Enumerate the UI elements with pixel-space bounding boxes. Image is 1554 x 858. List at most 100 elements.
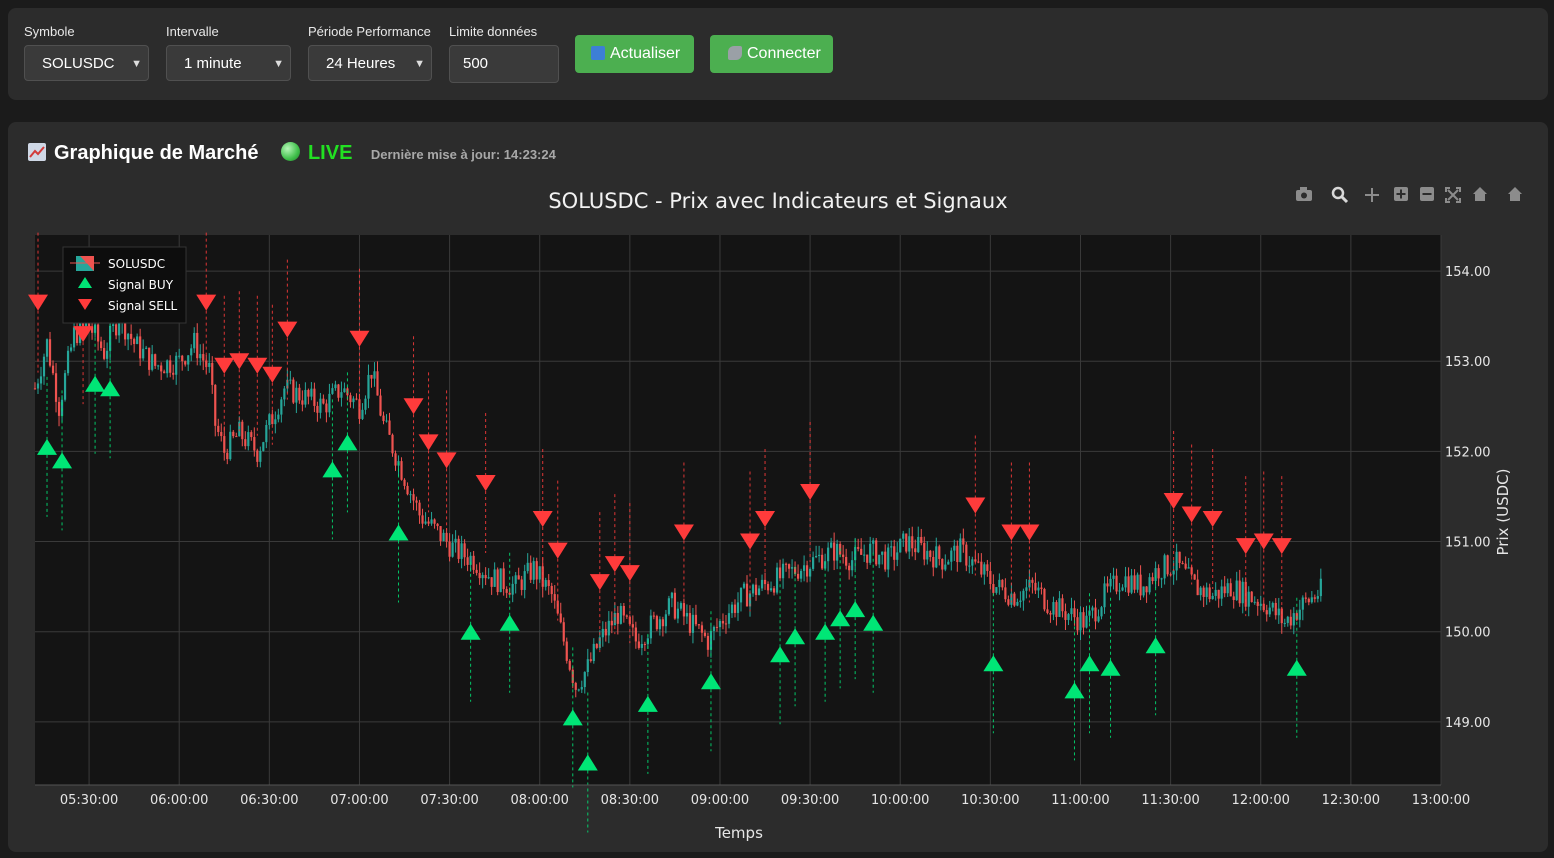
candle-body — [190, 348, 193, 356]
sell-signal-marker — [247, 357, 268, 374]
x-tick-label: 13:00:00 — [1412, 793, 1470, 808]
candle-body — [1007, 599, 1010, 605]
candle-body — [226, 452, 229, 460]
candle-body — [229, 431, 232, 460]
legend[interactable]: SOLUSDC Signal BUY Signal SELL — [62, 246, 187, 324]
candle-body — [421, 515, 424, 524]
candle-body — [866, 554, 869, 563]
y-tick-label: 154.00 — [1445, 265, 1491, 280]
zoom-in-icon[interactable] — [1394, 187, 1408, 201]
candle-body — [679, 603, 683, 609]
candle-body — [1304, 597, 1307, 599]
period-select[interactable]: 24 Heures ▼ — [308, 45, 432, 81]
candle-body — [812, 557, 815, 569]
sell-signal-marker — [28, 294, 49, 311]
symbol-select[interactable]: SOLUSDC ▼ — [24, 45, 149, 81]
sell-signal-marker — [1019, 524, 1040, 541]
home-icon[interactable] — [1508, 187, 1522, 201]
candle-body — [499, 568, 502, 593]
candle-body — [598, 637, 601, 648]
interval-select[interactable]: 1 minute ▼ — [166, 45, 291, 81]
candle-body — [99, 341, 103, 349]
chart-panel: Graphique de Marché LIVE Dernière mise à… — [8, 122, 1548, 852]
legend-item-buy[interactable]: Signal BUY — [108, 278, 174, 292]
candle-body — [439, 526, 442, 542]
limit-label: Limite données — [449, 24, 538, 39]
zoom-out-icon[interactable] — [1420, 187, 1434, 201]
candle-body — [295, 387, 298, 403]
candle-body — [307, 389, 310, 397]
reset-axes-icon[interactable] — [1473, 187, 1487, 201]
candle-body — [1004, 587, 1007, 600]
candle-body — [917, 536, 920, 553]
candle-body — [72, 327, 76, 348]
limit-input[interactable]: 500 — [449, 45, 559, 83]
candle-body — [827, 547, 830, 562]
candle-body — [337, 384, 340, 398]
candle-body — [199, 354, 202, 359]
candle-body — [1151, 577, 1154, 582]
chevron-down-icon: ▼ — [414, 58, 425, 70]
candle-body — [1241, 581, 1244, 604]
candle-body — [454, 538, 457, 543]
candle-body — [433, 519, 436, 524]
candle-body — [1079, 612, 1082, 631]
candle-body — [217, 425, 220, 432]
candle-body — [178, 355, 181, 357]
candle-body — [157, 365, 160, 367]
candle-body — [1127, 576, 1130, 593]
candle-body — [490, 577, 493, 587]
candle-body — [772, 588, 776, 593]
candle-body — [415, 500, 418, 503]
candle-body — [1298, 609, 1301, 620]
plot-area[interactable] — [35, 235, 1441, 785]
candle-body — [370, 374, 373, 379]
legend-item-price[interactable]: SOLUSDC — [108, 257, 165, 271]
buy-signal-marker — [983, 655, 1004, 672]
candle-body — [1064, 611, 1067, 620]
candle-body — [1172, 570, 1175, 575]
connect-button[interactable]: Connecter — [710, 35, 833, 73]
candle-body — [343, 388, 346, 393]
candle-body — [325, 403, 328, 413]
buy-signal-marker — [577, 754, 598, 771]
sell-signal-marker — [196, 294, 217, 311]
candle-body — [1211, 595, 1214, 600]
pan-icon[interactable] — [1365, 188, 1379, 202]
candle-body — [956, 545, 959, 563]
candle-body — [145, 347, 148, 349]
candle-body — [448, 541, 451, 557]
candle-body — [1226, 583, 1229, 594]
live-indicator-icon — [280, 142, 300, 161]
candle-body — [1268, 607, 1271, 615]
sell-signal-marker — [589, 574, 610, 591]
sell-signal-marker — [673, 524, 694, 541]
legend-item-sell[interactable]: Signal SELL — [108, 299, 178, 313]
candle-body — [496, 569, 499, 593]
camera-icon[interactable] — [1296, 187, 1312, 201]
candle-body — [1292, 613, 1295, 626]
candle-body — [775, 567, 779, 593]
candle-body — [739, 587, 743, 603]
candle-body — [565, 641, 568, 661]
connect-label: Connecter — [747, 45, 821, 62]
candle-body — [520, 579, 523, 590]
x-tick-label: 05:30:00 — [60, 793, 118, 808]
candle-body — [1049, 612, 1052, 615]
candle-body — [706, 635, 710, 650]
candle-body — [962, 538, 965, 545]
candle-body — [418, 502, 421, 516]
candle-body — [685, 613, 689, 617]
y-tick-label: 153.00 — [1445, 355, 1491, 370]
refresh-button[interactable]: Actualiser — [575, 35, 694, 73]
zoom-icon[interactable] — [1331, 186, 1349, 204]
candle-body — [268, 414, 271, 426]
candle-body — [1010, 593, 1013, 605]
candle-body — [1040, 587, 1043, 589]
candle-body — [142, 348, 145, 359]
legend-buy-icon — [78, 277, 92, 288]
price-chart[interactable]: 05:30:00 06:00:00 06:30:00 07:00:00 07:30:00… — [8, 122, 1548, 852]
plug-icon — [728, 46, 742, 60]
autoscale-icon[interactable] — [1445, 187, 1461, 203]
candle-body — [436, 523, 439, 527]
